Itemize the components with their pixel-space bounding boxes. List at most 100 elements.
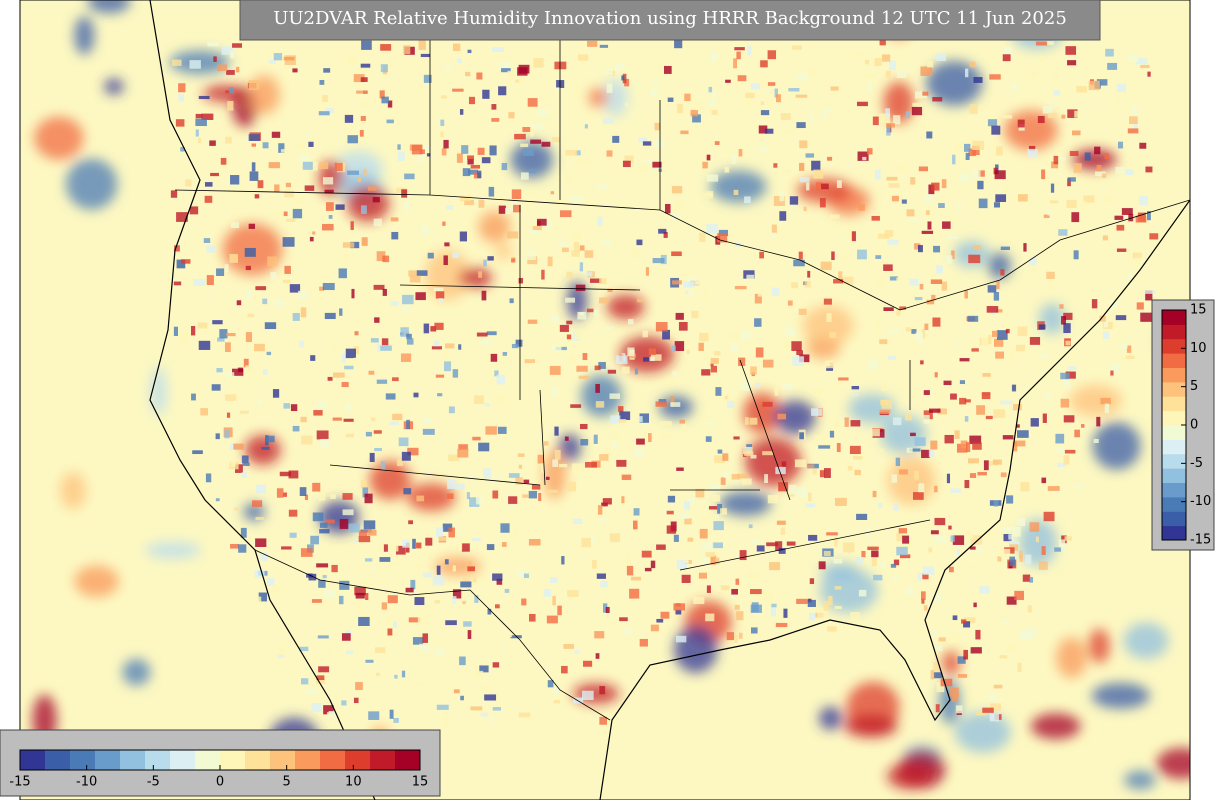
field-blob — [60, 472, 87, 510]
field-cell — [599, 716, 608, 725]
field-cell — [308, 141, 314, 147]
field-cell — [318, 111, 330, 116]
field-cell — [426, 153, 431, 157]
field-cell — [1035, 536, 1039, 543]
field-cell — [1010, 83, 1018, 91]
field-cell — [478, 199, 485, 208]
field-cell — [567, 590, 579, 597]
field-cell — [498, 205, 506, 214]
field-cell — [245, 332, 253, 343]
borders — [174, 0, 1190, 721]
field-cell — [847, 284, 853, 291]
field-cell — [528, 490, 538, 499]
field-cell — [670, 396, 675, 407]
field-cell — [491, 118, 500, 122]
field-cell — [511, 343, 519, 349]
field-cell — [543, 589, 552, 597]
field-cell — [767, 494, 779, 504]
field-cell — [1073, 163, 1082, 173]
field-cell — [400, 353, 412, 362]
field-cell — [642, 330, 648, 338]
field-cell — [480, 685, 489, 691]
field-cell — [762, 451, 774, 456]
field-cell — [452, 596, 457, 604]
field-cell — [1017, 119, 1025, 128]
colorbar-swatch — [245, 750, 271, 770]
field-cell — [714, 455, 726, 464]
field-cell — [1042, 105, 1053, 114]
field-cell — [521, 172, 529, 180]
field-cell — [948, 525, 952, 530]
field-cell — [932, 317, 941, 327]
field-cell — [778, 482, 788, 492]
field-cell — [879, 409, 891, 414]
field-cell — [227, 100, 234, 111]
field-cell — [940, 678, 953, 687]
field-cell — [996, 146, 1003, 156]
field-cell — [941, 281, 948, 291]
field-cell — [699, 332, 709, 342]
field-cell — [215, 433, 220, 440]
field-cell — [494, 604, 500, 609]
field-cell — [242, 462, 250, 466]
field-cell — [792, 45, 802, 50]
field-cell — [406, 338, 414, 345]
field-cell — [527, 98, 538, 107]
field-cell — [258, 592, 267, 602]
field-cell — [508, 500, 514, 509]
field-cell — [582, 690, 594, 701]
field-cell — [573, 241, 580, 252]
field-cell — [607, 288, 613, 293]
field-cell — [342, 493, 353, 500]
field-cell — [365, 659, 374, 663]
field-cell — [660, 611, 670, 619]
colorbar-swatch — [1162, 396, 1186, 412]
field-cell — [1099, 315, 1106, 322]
field-cell — [423, 177, 428, 188]
field-blob — [1056, 637, 1088, 678]
field-cell — [457, 58, 462, 64]
field-cell — [420, 53, 430, 58]
field-cell — [1002, 115, 1013, 119]
field-cell — [1063, 415, 1075, 423]
field-cell — [671, 213, 681, 220]
colorbar-swatch — [120, 750, 146, 770]
field-cell — [963, 649, 968, 660]
field-cell — [432, 576, 445, 586]
field-cell — [483, 468, 492, 479]
field-cell — [672, 280, 682, 285]
field-cell — [1019, 554, 1023, 562]
field-cell — [706, 154, 711, 161]
field-cell — [829, 214, 840, 219]
field-cell — [305, 689, 318, 695]
colorbar-swatch — [395, 750, 421, 770]
colorbar-tick-label: 10 — [1190, 341, 1207, 356]
field-cell — [762, 359, 774, 368]
field-cell — [795, 94, 808, 98]
field-cell — [272, 389, 280, 398]
field-cell — [959, 358, 970, 362]
field-cell — [1107, 62, 1118, 70]
field-cell — [664, 203, 671, 214]
field-cell — [738, 632, 743, 639]
field-cell — [624, 155, 634, 164]
field-cell — [936, 265, 943, 274]
field-cell — [993, 500, 999, 507]
field-cell — [387, 595, 398, 604]
field-cell — [577, 54, 589, 61]
field-cell — [896, 546, 908, 556]
field-cell — [867, 360, 879, 370]
field-cell — [484, 403, 490, 407]
field-cell — [726, 632, 735, 641]
field-cell — [392, 413, 403, 421]
field-cell — [555, 87, 560, 92]
field-cell — [322, 282, 335, 291]
field-cell — [675, 609, 682, 615]
field-cell — [681, 423, 687, 433]
field-cell — [886, 176, 898, 181]
field-cell — [316, 563, 329, 568]
field-cell — [738, 357, 746, 366]
field-cell — [528, 188, 536, 195]
field-cell — [614, 62, 624, 71]
field-cell — [391, 562, 401, 566]
